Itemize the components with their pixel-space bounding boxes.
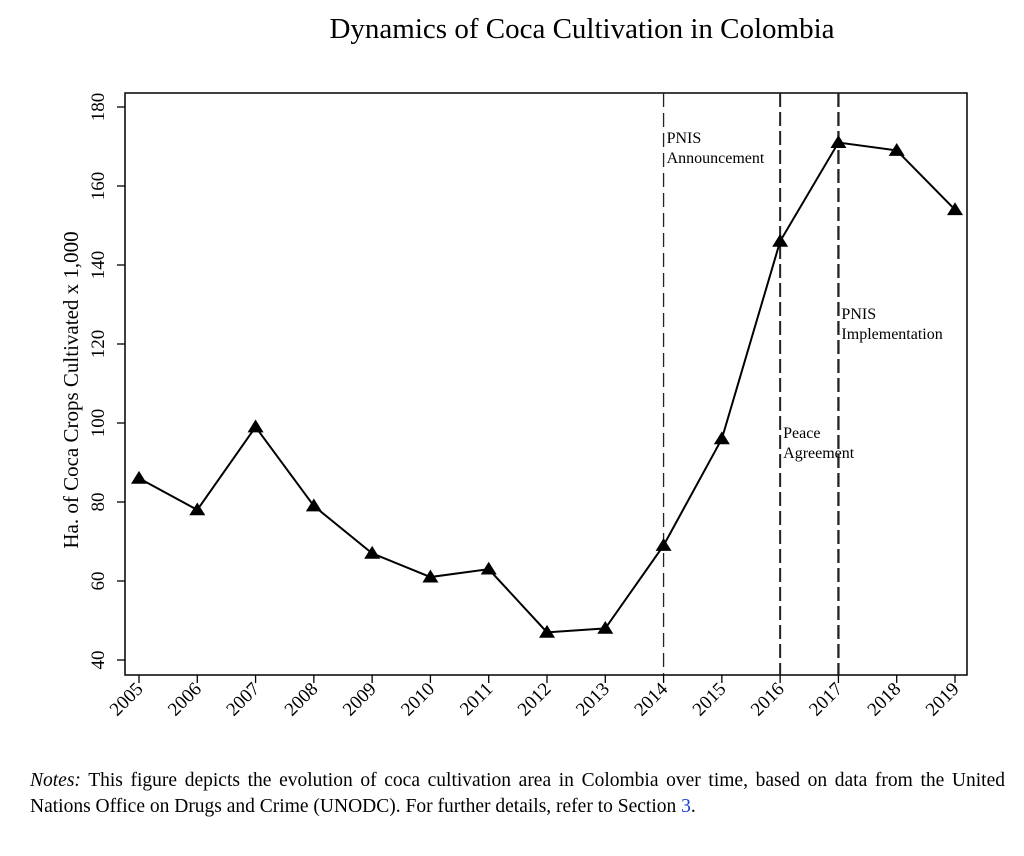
event-label-2017-1: PNIS <box>841 306 876 323</box>
y-tick-label-100: 100 <box>88 409 109 438</box>
event-lines: PNIS Announcement Peace Agreement PNIS Implem… <box>662 93 943 675</box>
y-axis-ticks: 40 60 80 100 120 140 160 180 <box>88 93 125 670</box>
y-tick-label-40: 40 <box>88 651 109 670</box>
y-tick-label-80: 80 <box>88 493 109 512</box>
x-tick-label-2007: 2007 <box>222 679 264 721</box>
data-point-2015 <box>713 431 730 445</box>
event-label-2014-1: PNIS <box>667 130 702 147</box>
x-tick-label-2010: 2010 <box>397 679 439 721</box>
data-point-2007 <box>247 419 264 433</box>
x-tick-label-2015: 2015 <box>689 679 731 721</box>
x-tick-label-2013: 2013 <box>572 679 614 721</box>
coca-series <box>131 135 963 638</box>
x-tick-label-2011: 2011 <box>456 679 497 720</box>
notes-end: . <box>690 796 696 817</box>
x-axis-ticks: 2005 2006 2007 2008 2009 2010 2011 2012 2013 2014… <box>106 675 964 720</box>
chart-title: Dynamics of Coca Cultivation in Colombia <box>329 13 834 45</box>
y-tick-label-60: 60 <box>88 572 109 591</box>
data-point-2011 <box>480 561 497 575</box>
y-tick-label-180: 180 <box>88 93 109 122</box>
section-link[interactable]: 3 <box>681 796 691 817</box>
y-tick-label-140: 140 <box>88 251 109 280</box>
notes-text: This figure depicts the evolution of coc… <box>30 770 1005 817</box>
notes-label: Notes: <box>30 770 81 791</box>
data-point-2017 <box>830 135 847 148</box>
data-point-2013 <box>597 620 614 634</box>
data-point-2019 <box>947 202 963 216</box>
x-tick-label-2016: 2016 <box>747 679 789 721</box>
x-tick-label-2008: 2008 <box>281 679 323 721</box>
data-point-2014 <box>655 538 672 551</box>
data-point-2010 <box>422 569 439 583</box>
plot-area <box>124 92 968 676</box>
x-tick-label-2014: 2014 <box>630 678 672 720</box>
y-axis-label: Ha. of Coca Crops Cultivated x 1,000 <box>59 231 83 548</box>
coca-cultivation-chart: Dynamics of Coca Cultivation in Colombia… <box>59 13 968 720</box>
data-point-2005 <box>131 470 147 484</box>
figure-notes: Notes: This figure depicts the evolution… <box>30 768 1005 820</box>
x-tick-label-2019: 2019 <box>922 679 964 721</box>
data-point-2006 <box>189 502 206 516</box>
series-line <box>138 141 956 634</box>
x-tick-label-2018: 2018 <box>864 679 906 721</box>
y-tick-label-160: 160 <box>88 172 109 201</box>
x-tick-label-2017: 2017 <box>805 679 847 721</box>
data-point-2016 <box>772 233 789 247</box>
y-tick-label-120: 120 <box>88 330 109 359</box>
event-label-2016-1: Peace <box>783 425 820 442</box>
x-tick-label-2009: 2009 <box>339 679 381 721</box>
event-label-2017-2: Implementation <box>841 326 942 343</box>
x-tick-label-2005: 2005 <box>106 679 148 721</box>
event-label-2014-2: Announcement <box>667 150 765 167</box>
data-point-2008 <box>305 498 322 512</box>
data-point-2018 <box>888 143 905 156</box>
data-point-2009 <box>364 545 381 559</box>
x-tick-label-2006: 2006 <box>164 679 206 721</box>
x-tick-label-2012: 2012 <box>514 679 556 721</box>
data-point-2012 <box>539 624 555 638</box>
event-label-2016-2: Agreement <box>783 445 855 462</box>
